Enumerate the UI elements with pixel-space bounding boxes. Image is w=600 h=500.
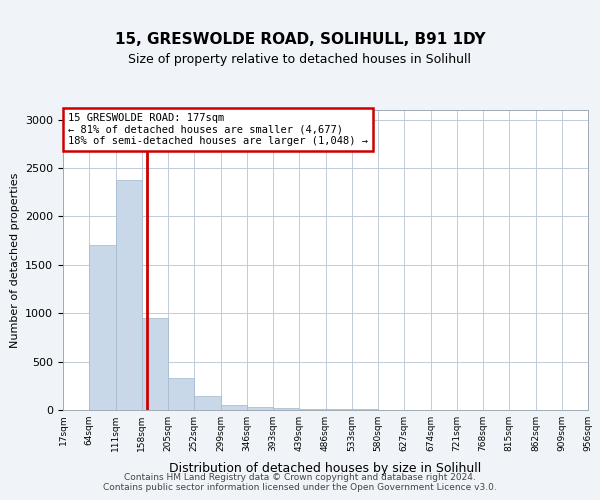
X-axis label: Distribution of detached houses by size in Solihull: Distribution of detached houses by size … (169, 462, 482, 475)
Bar (221, 405, 247, 410)
Bar (273, 408, 299, 410)
Bar (89, 246, 115, 410)
Bar (194, 396, 221, 410)
Bar (325, 409, 352, 410)
Bar (299, 408, 325, 410)
Bar (352, 409, 378, 410)
Bar (168, 378, 194, 410)
Y-axis label: Number of detached properties: Number of detached properties (10, 172, 20, 348)
Bar (142, 318, 168, 410)
Text: Contains HM Land Registry data © Crown copyright and database right 2024.
Contai: Contains HM Land Registry data © Crown c… (103, 473, 497, 492)
Text: 15, GRESWOLDE ROAD, SOLIHULL, B91 1DY: 15, GRESWOLDE ROAD, SOLIHULL, B91 1DY (115, 32, 485, 48)
Bar (247, 407, 273, 410)
Text: 15 GRESWOLDE ROAD: 177sqm
← 81% of detached houses are smaller (4,677)
18% of se: 15 GRESWOLDE ROAD: 177sqm ← 81% of detac… (68, 113, 368, 146)
Text: Size of property relative to detached houses in Solihull: Size of property relative to detached ho… (128, 52, 472, 66)
Bar (115, 180, 142, 410)
